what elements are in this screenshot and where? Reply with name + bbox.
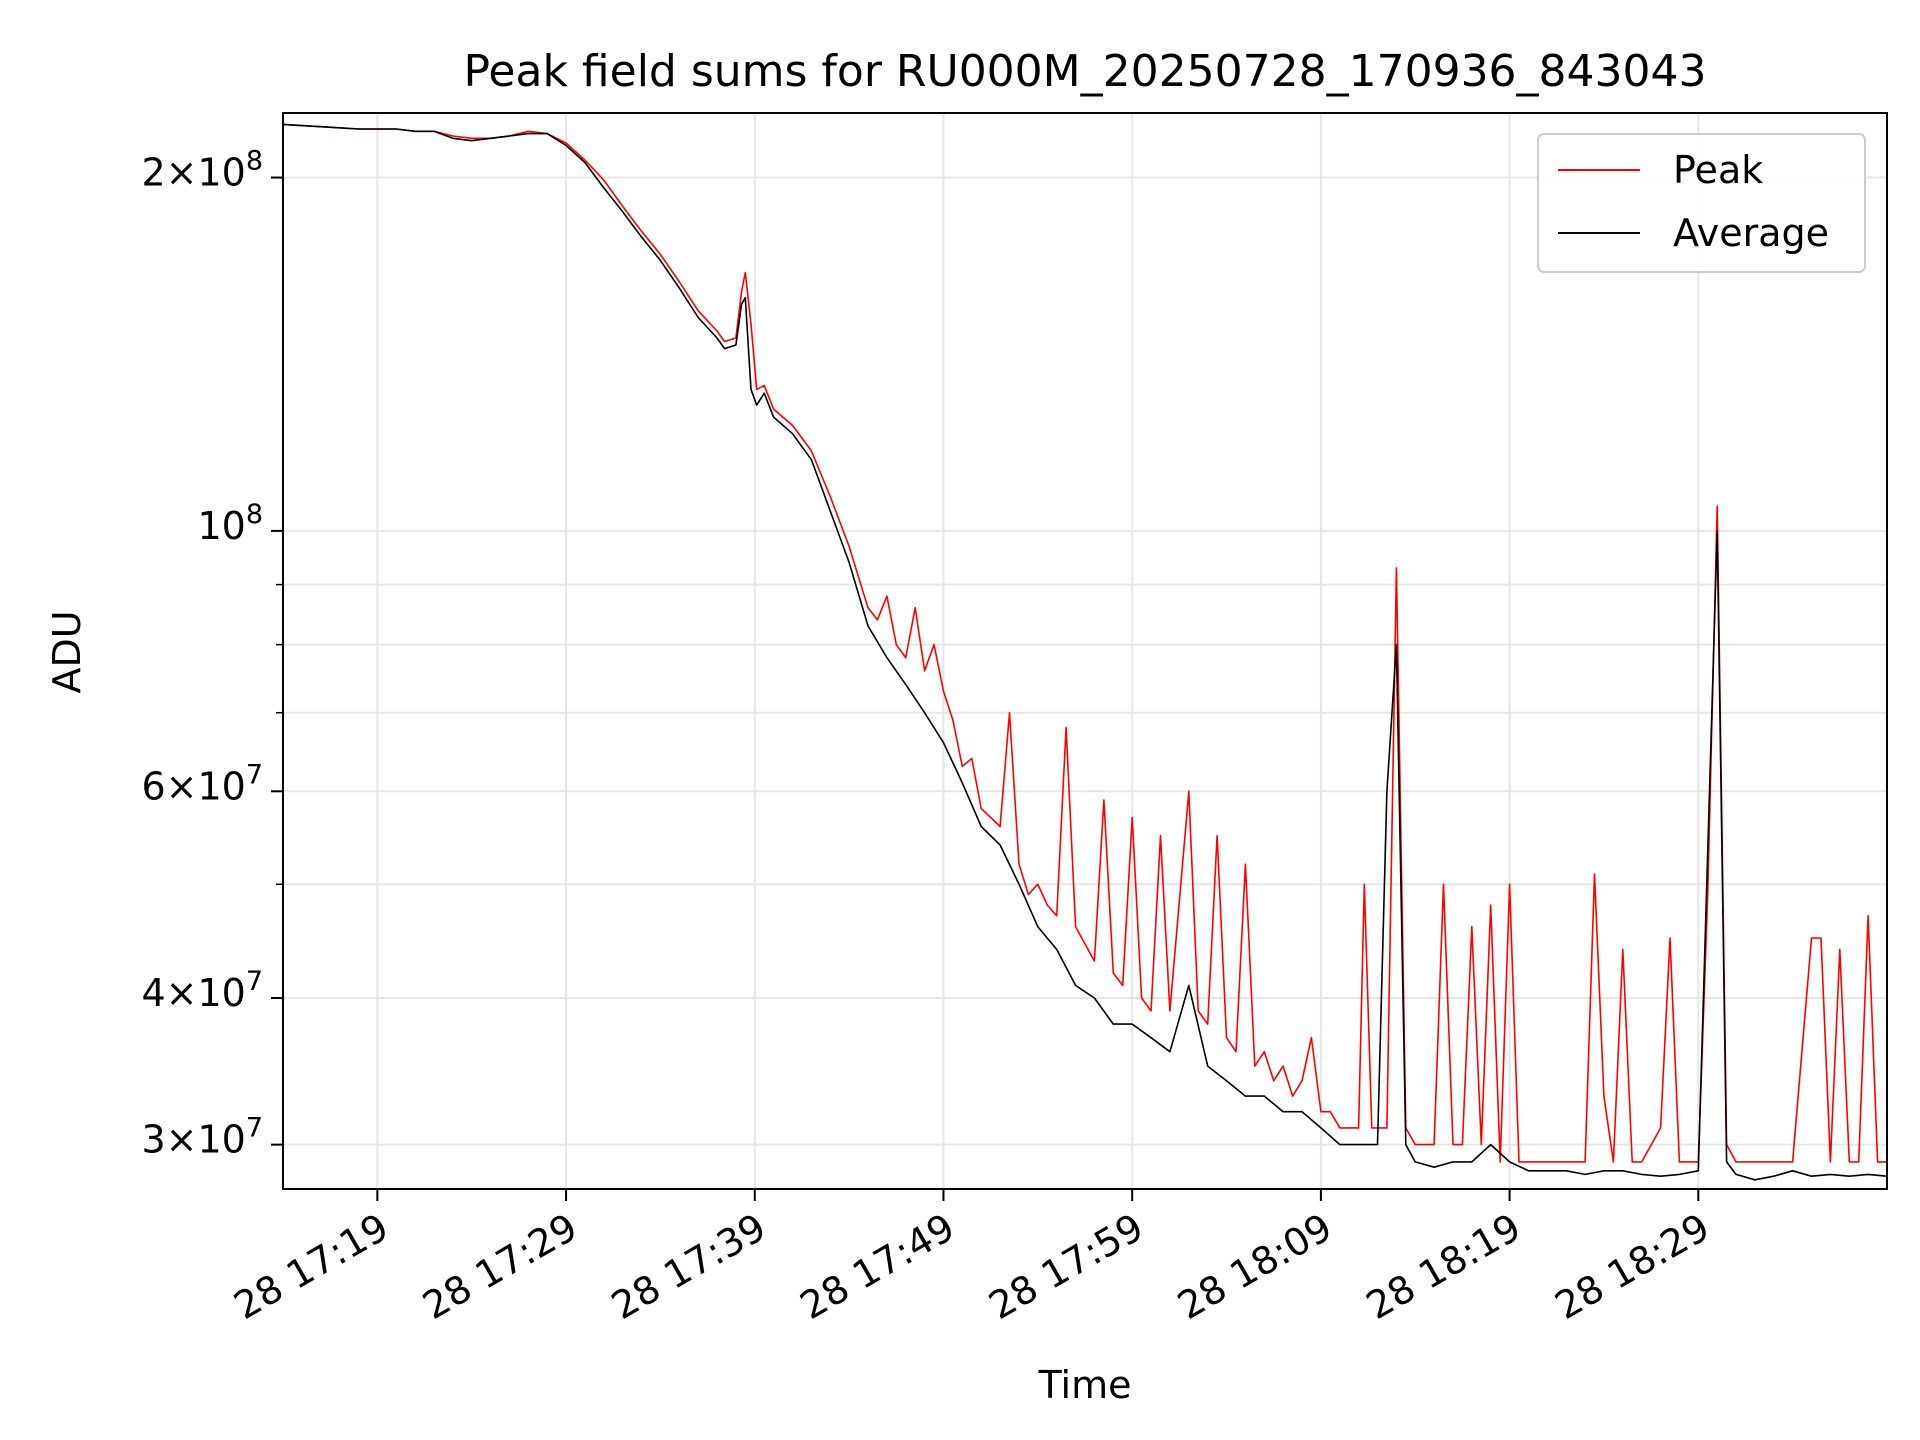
series-line-peak (283, 123, 1887, 1163)
legend: Peak Average (1537, 133, 1866, 273)
y-tick-label: 4×107 (141, 966, 263, 1015)
y-tick-label: 2×108 (141, 146, 263, 195)
chart-title: Peak field sums for RU000M_20250728_1709… (463, 46, 1706, 97)
series-line-average (283, 123, 1887, 1181)
legend-peak-label: Peak (1673, 148, 1763, 192)
x-axis-label: Time (1038, 1363, 1132, 1407)
plot-lines (283, 123, 1887, 1181)
y-tick-label: 6×107 (141, 759, 263, 808)
axes-frame (282, 112, 1888, 1190)
y-tick-label: 3×107 (141, 1113, 263, 1162)
y-tick-label: 108 (197, 499, 263, 548)
legend-average-label: Average (1673, 211, 1829, 255)
legend-box (1537, 133, 1866, 273)
grid (283, 113, 1887, 1189)
y-axis-label: ADU (45, 610, 89, 693)
